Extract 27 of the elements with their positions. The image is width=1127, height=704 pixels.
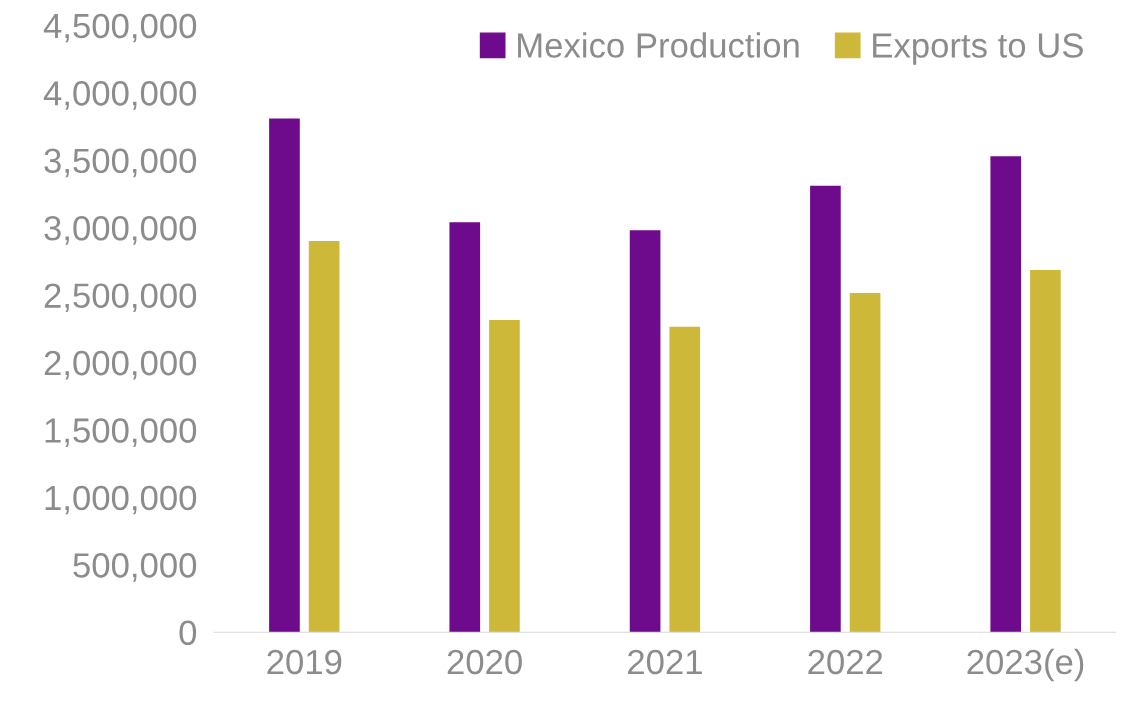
bar	[489, 320, 520, 633]
y-tick-label: 2,500,000	[44, 283, 197, 313]
legend-label: Mexico Production	[518, 32, 799, 58]
bar	[990, 156, 1022, 633]
x-tick-label: 2022	[808, 649, 883, 675]
x-tick-label: 2023(e)	[967, 648, 1084, 682]
y-tick-label: 500,000	[73, 553, 197, 582]
y-tick-label: 1,500,000	[45, 418, 197, 447]
x-tick-label: 2019	[267, 649, 342, 675]
legend-label: Exports to US	[873, 33, 1083, 65]
x-tick-label: 2020	[447, 649, 522, 675]
bar	[629, 230, 661, 633]
bar	[269, 118, 300, 633]
y-tick-label: 1,000,000	[45, 485, 197, 515]
bar	[449, 222, 481, 633]
bar	[1030, 270, 1061, 633]
y-tick-label: 4,000,000	[43, 81, 197, 110]
y-tick-label: 2,000,000	[44, 350, 197, 380]
bar	[669, 326, 701, 633]
bar	[308, 241, 340, 633]
y-tick-label: 3,500,000	[44, 148, 197, 178]
y-tick-label: 0	[179, 620, 197, 646]
y-tick-label: 3,000,000	[44, 215, 197, 245]
bar	[849, 293, 881, 633]
y-tick-label: 4,500,000	[43, 13, 197, 43]
x-tick-label: 2021	[628, 649, 702, 675]
bar	[810, 185, 841, 633]
